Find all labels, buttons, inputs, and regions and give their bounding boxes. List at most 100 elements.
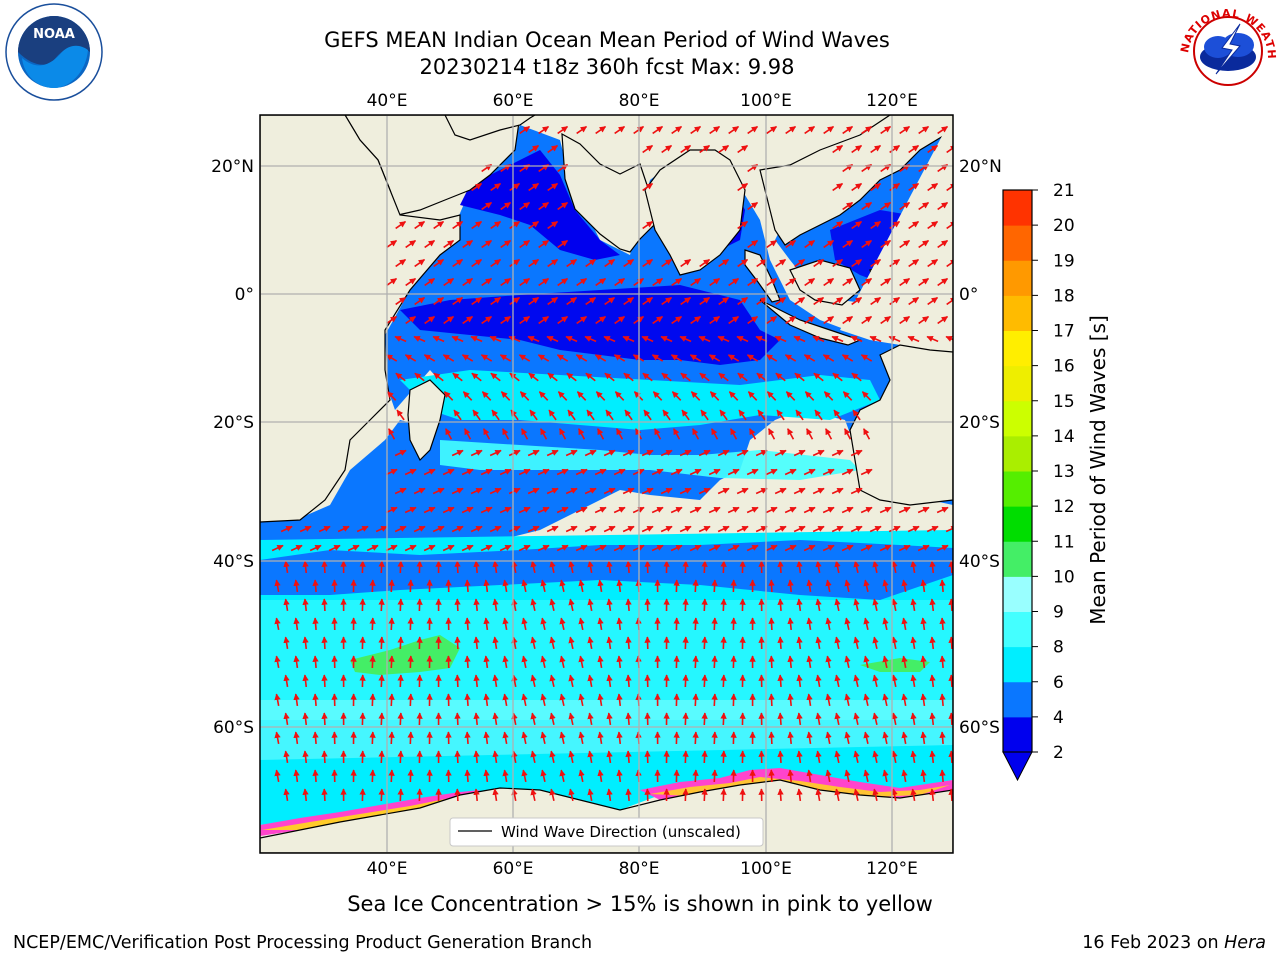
direction-arrow [765,506,778,514]
direction-arrow [737,258,749,268]
direction-arrow [813,372,824,382]
direction-arrow [834,788,841,802]
direction-arrow [565,335,578,343]
direction-arrow [556,468,569,476]
direction-arrow [594,506,607,514]
direction-arrow [863,655,870,669]
direction-arrow [755,487,768,495]
direction-arrow [929,636,936,650]
direction-arrow [312,579,319,593]
direction-arrow [815,598,822,612]
direction-arrow [606,712,613,726]
direction-arrow [927,220,939,230]
direction-arrow [540,731,547,745]
direction-arrow [606,560,613,574]
direction-arrow [481,315,493,325]
direction-arrow [595,391,606,401]
direction-arrow [899,277,911,287]
direction-arrow [711,579,718,593]
direction-arrow [413,335,426,343]
wind-wave-direction-arrows [271,125,953,802]
direction-arrow [547,372,558,382]
direction-arrow [568,750,575,764]
direction-arrow [584,335,597,343]
colorbar-tick-label: 8 [1053,638,1064,658]
direction-arrow [825,693,832,707]
direction-arrow [565,525,578,533]
direction-arrow [891,712,898,726]
direction-arrow [528,296,540,306]
direction-arrow [508,525,521,533]
direction-arrow [461,354,474,362]
direction-arrow [452,220,464,230]
colorbar-tick-label: 16 [1053,357,1075,377]
direction-arrow [511,598,518,612]
direction-arrow [901,731,908,745]
direction-arrow [625,598,632,612]
direction-arrow [796,674,803,688]
direction-arrow [787,617,794,631]
direction-arrow [872,788,879,802]
colorbar-tick-label: 15 [1053,392,1075,412]
direction-arrow [728,125,740,135]
lon-tick-label: 40°E [367,859,408,879]
direction-arrow [926,525,939,533]
direction-arrow [433,258,445,268]
direction-arrow [939,693,946,707]
direction-arrow [680,258,692,268]
direction-arrow [452,296,464,306]
direction-arrow [613,544,626,552]
direction-arrow [939,617,946,631]
direction-arrow [776,409,785,421]
direction-arrow [521,731,528,745]
direction-arrow [777,560,784,574]
lon-tick-label: 40°E [367,91,408,111]
direction-arrow [719,409,728,421]
direction-arrow [641,525,654,533]
direction-arrow [806,731,813,745]
direction-arrow [787,579,794,593]
direction-arrow [445,428,453,440]
direction-arrow [844,693,851,707]
direction-arrow [929,788,936,802]
direction-arrow [901,693,908,707]
direction-arrow [793,487,806,495]
direction-arrow [880,315,892,325]
lon-labels-top: 40°E 60°E 80°E 100°E 120°E [367,91,918,111]
direction-arrow [927,182,939,192]
direction-arrow [518,506,531,514]
direction-arrow [899,125,911,135]
direction-arrow [404,544,417,552]
direction-arrow [499,468,512,476]
direction-arrow [834,598,841,612]
direction-arrow [823,277,835,287]
direction-arrow [708,506,721,514]
direction-arrow [557,201,569,211]
direction-arrow [891,636,898,650]
direction-arrow [604,258,616,268]
direction-arrow [803,506,816,514]
direction-arrow [768,769,775,783]
direction-arrow [787,655,794,669]
direction-arrow [822,354,835,362]
direction-arrow [796,788,803,802]
direction-arrow [489,487,502,495]
direction-arrow [679,335,692,343]
direction-arrow [910,560,917,574]
direction-arrow [509,372,520,382]
direction-arrow [576,125,588,135]
direction-arrow [490,220,502,230]
direction-arrow [701,636,708,650]
direction-arrow [397,712,404,726]
direction-arrow [747,277,759,287]
direction-arrow [274,693,281,707]
direction-arrow [882,655,889,669]
direction-arrow [337,525,350,533]
direction-arrow [671,125,683,135]
direction-arrow [796,598,803,612]
colorbar-segment [1003,225,1032,261]
direction-arrow [832,220,844,230]
direction-arrow [728,277,740,287]
direction-arrow [901,655,908,669]
direction-arrow [462,277,474,287]
